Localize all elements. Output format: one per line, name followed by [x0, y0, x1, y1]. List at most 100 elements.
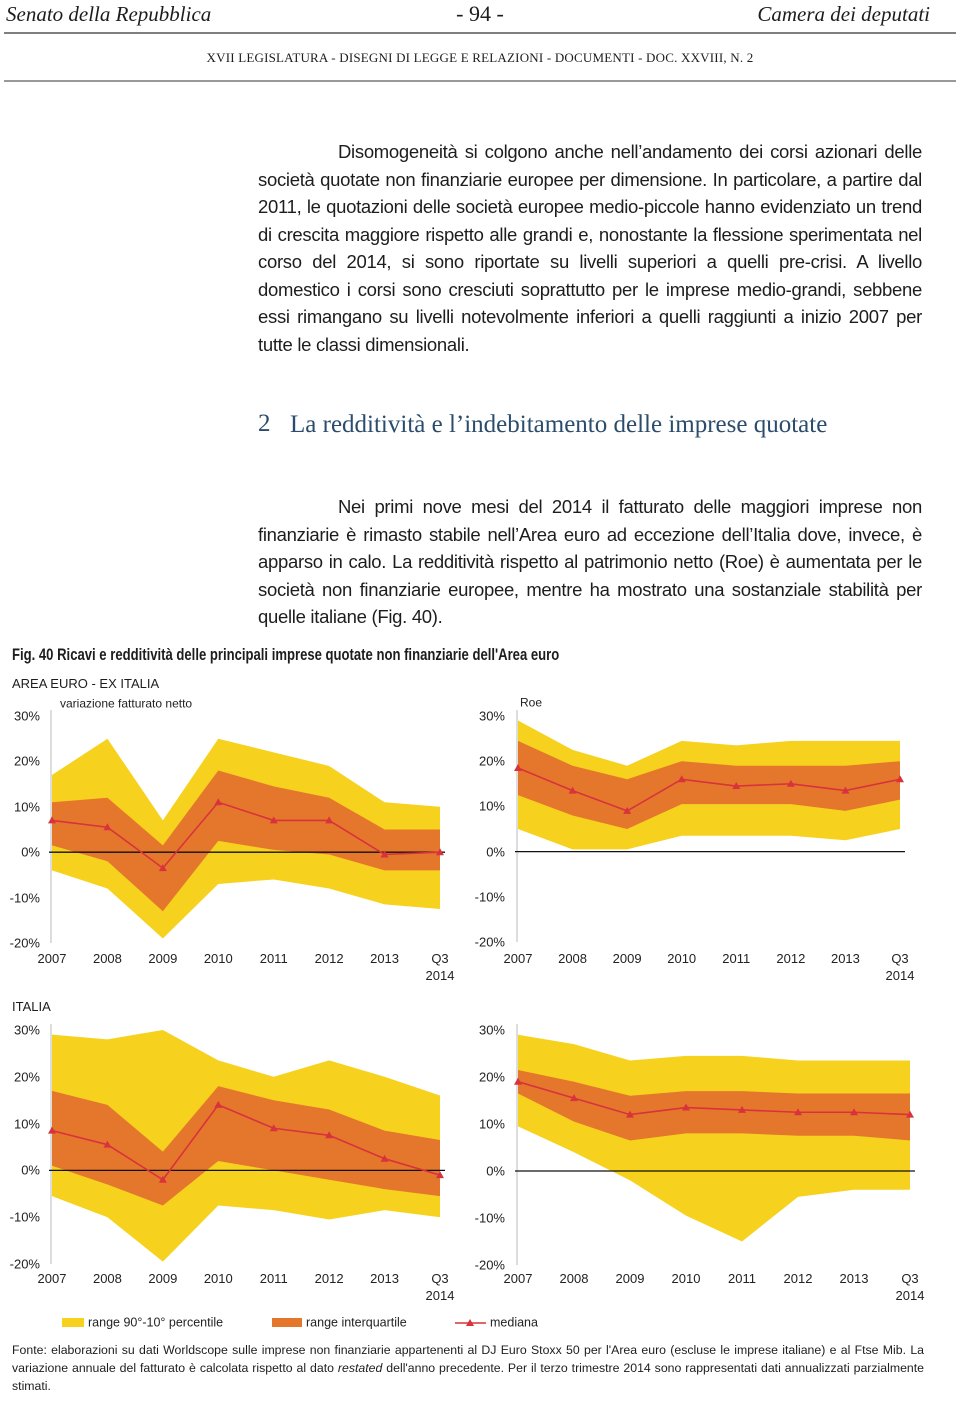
band-outer — [518, 1034, 910, 1242]
median-marker — [158, 864, 167, 872]
median-marker — [48, 816, 56, 824]
y-tick-label: -20% — [474, 934, 505, 950]
median-marker — [682, 1103, 690, 1111]
median-marker — [626, 1110, 634, 1118]
x-tick-label: 2012 — [314, 1271, 344, 1286]
y-tick-label: 30% — [13, 708, 40, 724]
x-tick-label: 2009 — [612, 951, 642, 966]
y-tick-label: 0% — [21, 844, 40, 860]
median-line — [51, 1103, 441, 1181]
paragraph: Nei primi nove mesi del 2014 il fatturat… — [258, 496, 922, 627]
x-tick-label: 2008 — [92, 1271, 122, 1286]
row-label: ITALIA — [12, 999, 51, 1014]
x-tick-label: 2007 — [503, 1271, 533, 1286]
header-right: Camera dei deputati — [757, 2, 930, 26]
x-tick-label: 2011 — [259, 1271, 288, 1286]
legend-swatch — [62, 1318, 84, 1327]
median-marker — [436, 1171, 444, 1179]
y-tick-label: 0% — [486, 844, 505, 860]
median-marker — [841, 786, 850, 794]
median-marker — [896, 775, 904, 783]
header-left: Senato della Repubblica — [6, 2, 212, 26]
x-tick-label: 2012 — [314, 951, 344, 966]
median-line — [517, 767, 901, 812]
median-marker — [214, 798, 223, 806]
median-line — [517, 1080, 911, 1116]
band-inner — [518, 1069, 910, 1141]
median-marker — [325, 816, 334, 824]
y-tick-label: 20% — [13, 1069, 40, 1085]
section-title: La redditività e l’indebitamento delle i… — [290, 411, 828, 438]
y-tick-label: -20% — [9, 1256, 40, 1272]
y-tick-label: 30% — [13, 1022, 40, 1038]
median-marker — [514, 763, 522, 771]
legend-swatch — [272, 1318, 302, 1327]
y-tick-label: -20% — [9, 935, 40, 951]
x-tick-label: 2011 — [728, 1271, 756, 1286]
y-tick-label: 10% — [13, 1116, 40, 1132]
x-tick-label: 2009 — [148, 1271, 178, 1286]
median-marker — [103, 1140, 112, 1148]
x-tick-label: 2012 — [776, 951, 806, 966]
x-tick-label: Q3 2014 — [885, 951, 915, 983]
median-marker — [732, 782, 741, 790]
x-tick-label: 2007 — [37, 951, 67, 966]
figure-caption: Fig. 40 Ricavi e redditività delle princ… — [12, 645, 560, 664]
x-tick-label: 2008 — [559, 1271, 589, 1286]
paragraph: Disomogeneità si colgono anche nell’anda… — [258, 141, 922, 355]
legend-swatch — [466, 1319, 474, 1326]
band-inner — [518, 740, 900, 829]
band-inner — [52, 1086, 440, 1206]
y-tick-label: -20% — [474, 1257, 505, 1273]
row-label: AREA EURO - EX ITALIA — [12, 676, 160, 691]
median-marker — [380, 1154, 389, 1162]
median-marker — [794, 1108, 802, 1116]
y-tick-label: 20% — [13, 753, 40, 769]
x-tick-label: 2009 — [615, 1271, 645, 1286]
y-tick-label: 20% — [478, 1069, 505, 1085]
y-tick-label: 10% — [478, 1116, 505, 1132]
median-line — [51, 801, 441, 870]
page-number: - 94 - — [456, 1, 504, 26]
source-text: dell'anno precedente. Per il terzo trime… — [12, 1361, 925, 1393]
x-tick-label: 2011 — [259, 951, 288, 966]
x-tick-label: 2007 — [503, 951, 533, 966]
x-tick-label: 2009 — [148, 951, 178, 966]
y-tick-label: 20% — [478, 753, 505, 769]
y-tick-label: 10% — [13, 799, 40, 815]
median-marker — [214, 1100, 223, 1108]
chart-title: variazione fatturato netto — [60, 696, 193, 711]
median-marker — [623, 806, 632, 814]
x-tick-label: 2010 — [203, 951, 233, 966]
y-tick-label: 30% — [478, 1022, 505, 1038]
median-marker — [269, 816, 278, 824]
y-tick-label: -10% — [9, 890, 40, 906]
header-subtitle: XVII LEGISLATURA - DISEGNI DI LEGGE E RE… — [206, 50, 754, 65]
x-tick-label: 2010 — [667, 951, 697, 966]
legend-label: mediana — [490, 1315, 538, 1330]
x-tick-label: Q3 2014 — [425, 1271, 455, 1303]
x-tick-label: Q3 2014 — [895, 1271, 925, 1303]
x-tick-label: 2013 — [370, 951, 400, 966]
chart-title: Roe — [520, 695, 543, 710]
y-tick-label: 10% — [478, 798, 505, 814]
band-inner — [52, 770, 440, 912]
median-marker — [269, 1124, 278, 1132]
x-tick-label: 2008 — [558, 951, 588, 966]
section-number: 2 — [258, 410, 271, 437]
x-tick-label: 2008 — [92, 951, 122, 966]
median-marker — [436, 848, 444, 856]
legend-label: range 90°-10° percentile — [88, 1315, 224, 1330]
median-marker — [103, 823, 112, 831]
median-marker — [48, 1126, 56, 1134]
median-marker — [158, 1175, 167, 1183]
y-tick-label: 0% — [486, 1163, 505, 1179]
x-tick-label: 2013 — [370, 1271, 400, 1286]
x-tick-label: 2013 — [839, 1271, 869, 1286]
y-tick-label: -10% — [474, 1210, 505, 1226]
x-tick-label: 2010 — [203, 1271, 233, 1286]
median-marker — [738, 1105, 746, 1113]
median-marker — [906, 1110, 914, 1118]
